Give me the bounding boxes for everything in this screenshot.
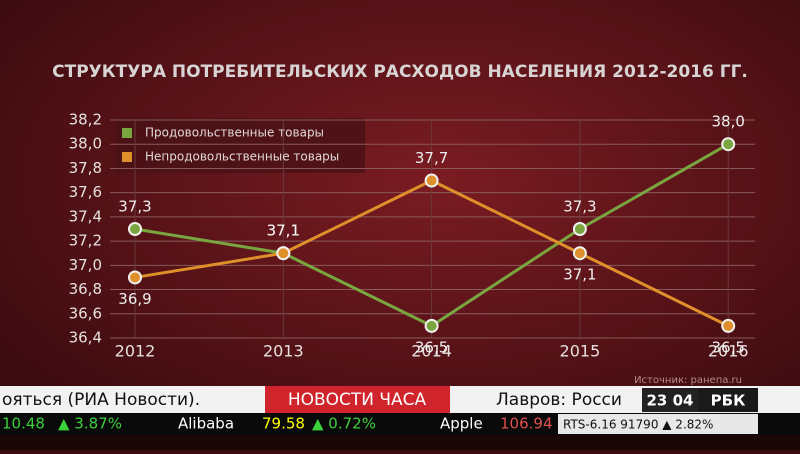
- point: [572, 246, 587, 261]
- legend-box: [115, 118, 365, 173]
- legend-swatch: [122, 128, 132, 138]
- quote: ▲ 3.87%: [58, 415, 122, 433]
- data-label: 37,7: [415, 149, 448, 167]
- bottom-strip: [0, 435, 800, 450]
- logo: РБК: [711, 392, 746, 410]
- y-tick-label: 37,8: [69, 159, 102, 177]
- x-tick-label: 2016: [708, 342, 749, 361]
- quote: 79.58: [262, 415, 305, 433]
- legend-swatch: [122, 152, 132, 162]
- x-tick-label: 2012: [115, 342, 156, 361]
- point: [572, 222, 587, 236]
- y-tick-label: 37,2: [69, 232, 102, 250]
- index-quote: RTS-6.16 91790 ▲ 2.82%: [563, 418, 713, 432]
- x-tick-label: 2013: [263, 342, 304, 361]
- legend-label: Продовольственные товары: [145, 126, 324, 140]
- data-label: 37,1: [267, 222, 300, 240]
- legend-label: Непродовольственные товары: [145, 150, 339, 164]
- point: [128, 270, 142, 285]
- point: [276, 246, 291, 261]
- data-label: 37,1: [563, 266, 596, 284]
- y-tick-label: 37,6: [69, 183, 102, 201]
- data-label: 37,3: [118, 198, 151, 216]
- point: [424, 173, 439, 188]
- y-tick-label: 37,4: [69, 207, 102, 225]
- data-label: 36,5: [415, 338, 448, 356]
- x-tick-label: 2015: [560, 342, 601, 361]
- y-tick-label: 36,6: [69, 304, 102, 322]
- point: [128, 222, 142, 236]
- point: [721, 318, 736, 333]
- quote: Alibaba: [178, 415, 234, 433]
- y-tick-label: 37,0: [69, 256, 102, 274]
- index-box: [558, 414, 758, 434]
- section-box: [265, 386, 450, 413]
- logo-box: [698, 388, 758, 412]
- time: 23 04: [647, 392, 694, 410]
- y-tick-label: 36,8: [69, 280, 102, 298]
- time-box: [642, 388, 698, 412]
- data-label: 37,3: [563, 198, 596, 216]
- chart-title: СТРУКТУРА ПОТРЕБИТЕЛЬСКИХ РАСХОДОВ НАСЕЛ…: [52, 62, 748, 82]
- ticker-next: Лавров: Росси: [496, 390, 622, 410]
- quote: ▲ 0.72%: [312, 415, 376, 433]
- y-tick-label: 38,0: [69, 135, 102, 153]
- point: [424, 318, 439, 333]
- source: Источник: ранепа.ru: [634, 375, 742, 386]
- section-label: НОВОСТИ ЧАСА: [288, 390, 427, 410]
- y-tick-label: 36,4: [69, 329, 102, 347]
- data-label: 37,1: [267, 222, 300, 240]
- point: [721, 137, 736, 152]
- quote: 106.94: [500, 415, 553, 433]
- quote: 10.48: [2, 415, 45, 433]
- data-label: 36,5: [711, 338, 744, 356]
- x-tick-label: 2014: [411, 342, 452, 361]
- quote: Apple: [440, 415, 483, 433]
- ticker-headline: ояться (РИА Новости).: [2, 390, 200, 410]
- data-label: 36,9: [118, 290, 151, 308]
- data-label: 38,0: [711, 113, 744, 131]
- y-tick-label: 38,2: [69, 111, 102, 129]
